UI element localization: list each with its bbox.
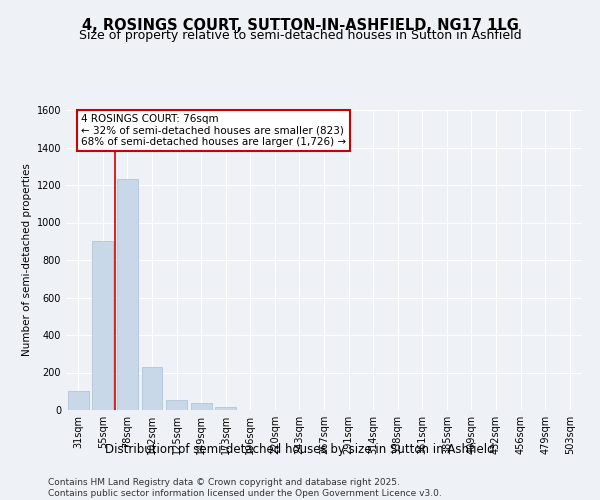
- Bar: [166, 400, 187, 410]
- Y-axis label: Number of semi-detached properties: Number of semi-detached properties: [22, 164, 32, 356]
- Text: Size of property relative to semi-detached houses in Sutton in Ashfield: Size of property relative to semi-detach…: [79, 29, 521, 42]
- Bar: [68, 391, 89, 410]
- Bar: [191, 402, 212, 410]
- Bar: [117, 180, 138, 410]
- Text: 4 ROSINGS COURT: 76sqm
← 32% of semi-detached houses are smaller (823)
68% of se: 4 ROSINGS COURT: 76sqm ← 32% of semi-det…: [81, 114, 346, 147]
- Text: Contains HM Land Registry data © Crown copyright and database right 2025.
Contai: Contains HM Land Registry data © Crown c…: [48, 478, 442, 498]
- Bar: [92, 242, 113, 410]
- Bar: [142, 367, 163, 410]
- Text: 4, ROSINGS COURT, SUTTON-IN-ASHFIELD, NG17 1LG: 4, ROSINGS COURT, SUTTON-IN-ASHFIELD, NG…: [82, 18, 518, 32]
- Bar: [215, 407, 236, 410]
- Text: Distribution of semi-detached houses by size in Sutton in Ashfield: Distribution of semi-detached houses by …: [105, 442, 495, 456]
